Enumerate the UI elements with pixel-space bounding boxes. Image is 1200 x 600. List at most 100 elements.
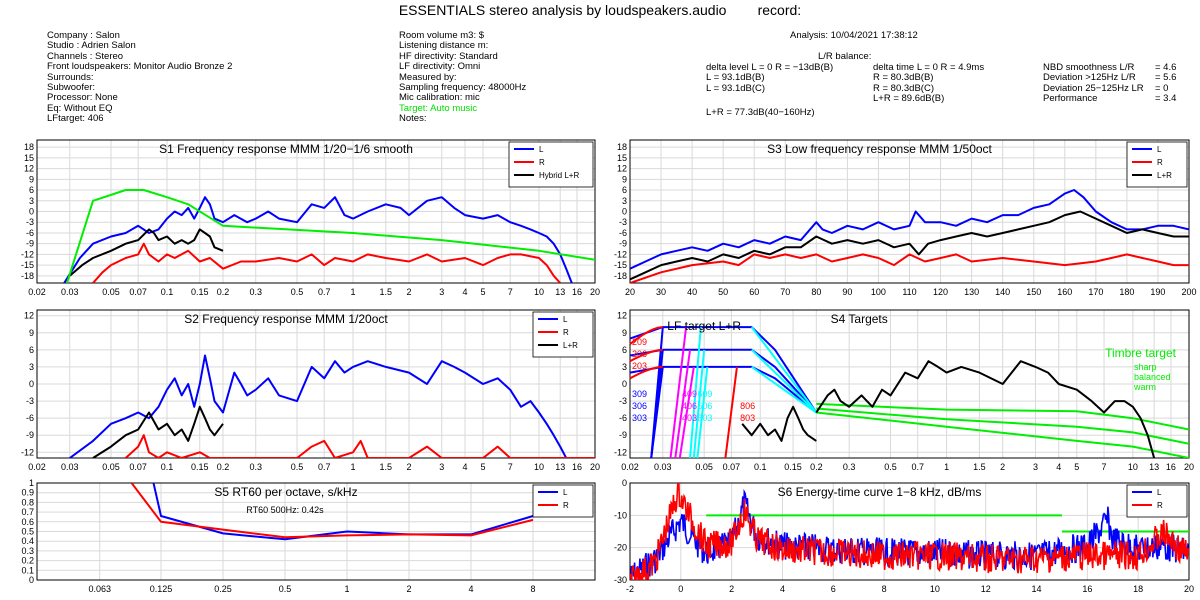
series-line <box>125 434 595 458</box>
y-tick-label: -20 <box>614 543 627 553</box>
x-tick-label: 0.15 <box>191 462 209 472</box>
legend-label: L <box>539 145 544 154</box>
x-tick-label: 4 <box>1056 462 1061 472</box>
x-tick-label: 0.7 <box>318 287 331 297</box>
x-tick-label: 0.03 <box>61 287 79 297</box>
y-tick-label: -30 <box>614 575 627 585</box>
legend-label: L <box>1157 145 1162 154</box>
y-tick-label: 6 <box>29 185 34 195</box>
chart-title: S5 RT60 per octave, s/kHz <box>214 485 357 499</box>
x-tick-label: 170 <box>1088 287 1103 297</box>
series-line <box>816 407 1189 445</box>
x-tick-label: 2 <box>1000 462 1005 472</box>
x-tick-label: 7 <box>508 287 513 297</box>
metric-value: = 4.6 <box>1155 62 1177 73</box>
legend-box <box>532 484 594 518</box>
info-line: Measured by: <box>399 71 457 83</box>
x-tick-label: 1 <box>351 462 356 472</box>
x-tick-label: 16 <box>1082 584 1092 594</box>
target-curve <box>629 365 663 380</box>
x-tick-label: 0 <box>678 584 683 594</box>
grid <box>36 140 596 283</box>
x-tick-label: 1.5 <box>973 462 986 472</box>
metric-row: Performance = 3.4 <box>1043 93 1183 104</box>
y-tick-label: 0 <box>622 478 627 488</box>
x-tick-label: 7 <box>508 462 513 472</box>
x-tick-label: 16 <box>572 462 582 472</box>
chart-title: S1 Frequency response MMM 1/20−1/6 smoot… <box>159 142 413 156</box>
y-tick-label: -15 <box>614 260 627 270</box>
y-tick-label: 12 <box>617 164 627 174</box>
x-tick-label: 2 <box>406 462 411 472</box>
legend: LR <box>532 484 594 518</box>
y-tick-label: -3 <box>619 217 627 227</box>
info-line: Eq: Without EQ <box>47 102 113 114</box>
x-tick-label: 20 <box>590 462 600 472</box>
x-tick-label: 100 <box>871 287 886 297</box>
y-tick-label: -15 <box>21 260 34 270</box>
metric-row: Deviation 25−125Hz LR = 0 <box>1043 82 1183 94</box>
x-tick-label: 4 <box>462 462 467 472</box>
target-ramp <box>678 366 695 458</box>
series-line <box>630 483 1189 580</box>
target-label: 609 <box>697 389 712 399</box>
y-tick-label: -9 <box>619 430 627 440</box>
x-tick-label: 10 <box>1128 462 1138 472</box>
y-tick-label: 3 <box>622 362 627 372</box>
target-ramp <box>689 326 702 458</box>
y-tick-label: 0 <box>29 207 34 217</box>
x-tick-label: 0.1 <box>754 462 767 472</box>
x-tick-label: 90 <box>842 287 852 297</box>
x-tick-label: 110 <box>902 287 916 297</box>
y-tick-label: -12 <box>21 249 34 259</box>
x-tick-label: 0.07 <box>129 287 147 297</box>
y-tick-label: 0.8 <box>21 497 34 507</box>
target-curve <box>629 348 663 363</box>
x-tick-label: 0.05 <box>102 287 120 297</box>
chart-s3: 20 30 40 50 60 70 80 90 100 110 120 130 140 150 160 170… <box>614 139 1197 297</box>
x-tick-label: 7 <box>1102 462 1107 472</box>
target-label: 803 <box>740 413 755 423</box>
x-tick-label: 2 <box>406 287 411 297</box>
x-tick-label: 10 <box>930 584 940 594</box>
y-tick-label: -6 <box>26 413 34 423</box>
series-line <box>751 366 817 414</box>
x-tick-label: 10 <box>534 287 544 297</box>
legend-label: L+R <box>1157 171 1172 180</box>
series-line <box>92 242 561 283</box>
chart-s5: 0.063 0.125 0.25 0.5 1 2 4 810.90.80.70.60.50.4… <box>21 478 596 594</box>
y-tick-label: -3 <box>26 396 34 406</box>
y-tick-label: -10 <box>614 510 627 520</box>
series-line <box>63 196 573 283</box>
legend-box <box>1126 484 1188 518</box>
target-label: 409 <box>682 389 697 399</box>
level-r-b: R = 80.3dB(B) <box>873 72 934 84</box>
series-line <box>816 402 1189 431</box>
info-line: Sampling frequency: 48000Hz <box>399 82 527 94</box>
series-line <box>630 210 1189 281</box>
x-tick-label: 0.5 <box>279 584 292 594</box>
y-tick-label: 0 <box>622 379 627 389</box>
y-tick-label: 0.1 <box>21 565 34 575</box>
metrics-block: NBD smoothness L/R = 4.6 Deviation >125Hz … <box>1043 62 1183 105</box>
y-tick-label: -3 <box>619 396 627 406</box>
plot-frame <box>36 139 596 284</box>
legend-label: R <box>563 328 569 337</box>
metric-label: Deviation 25−125Hz LR <box>1043 82 1144 94</box>
target-ramp <box>724 366 738 458</box>
target-label: 403 <box>682 413 697 423</box>
level-lr-lf: L+R = 77.3dB(40−160Hz) <box>706 107 815 118</box>
x-tick-label: 140 <box>995 287 1010 297</box>
y-tick-label: 0.5 <box>21 527 34 537</box>
legend: LR L+R <box>532 311 594 358</box>
info-column-1: Company : Salon Studio : Adrien Salon Chan… <box>47 30 232 125</box>
y-tick-label: -18 <box>614 271 627 281</box>
series-line <box>630 253 1189 283</box>
target-label: 203 <box>632 361 647 371</box>
y-tick-label: 0.7 <box>21 507 34 517</box>
target-ramp <box>692 349 706 458</box>
level-l-c: L = 93.1dB(C) <box>706 82 766 94</box>
x-tick-label: 160 <box>1057 287 1072 297</box>
x-tick-label: 0.2 <box>217 462 230 472</box>
y-tick-label: 0 <box>29 379 34 389</box>
